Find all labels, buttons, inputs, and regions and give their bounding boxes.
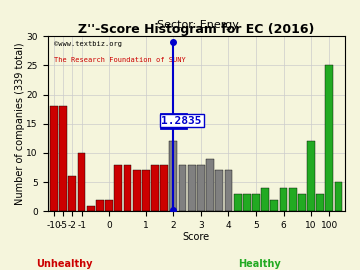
Bar [170,141,177,211]
Bar [325,65,333,211]
Bar [179,165,186,211]
Bar [234,194,242,211]
Bar [270,200,278,211]
Text: 1.2835: 1.2835 [161,116,202,126]
Bar [114,165,122,211]
Bar [197,165,205,211]
Text: The Research Foundation of SUNY: The Research Foundation of SUNY [54,57,185,63]
Bar [96,200,104,211]
Bar [280,188,287,211]
Bar [123,165,131,211]
Bar [307,141,315,211]
Bar [335,182,342,211]
Bar [142,170,150,211]
Text: Healthy: Healthy [238,259,280,269]
Text: Sector: Energy: Sector: Energy [157,20,239,30]
Bar [298,194,306,211]
Bar [87,205,95,211]
Bar [105,200,113,211]
X-axis label: Score: Score [183,231,210,241]
Bar [160,165,168,211]
Bar [68,176,76,211]
Bar [261,188,269,211]
Bar [133,170,140,211]
Bar [188,165,195,211]
Bar [289,188,297,211]
Title: Z''-Score Histogram for EC (2016): Z''-Score Histogram for EC (2016) [78,23,315,36]
Bar [243,194,251,211]
Bar [50,106,58,211]
Text: Unhealthy: Unhealthy [37,259,93,269]
Y-axis label: Number of companies (339 total): Number of companies (339 total) [15,42,25,205]
Bar [215,170,223,211]
Text: ©www.textbiz.org: ©www.textbiz.org [54,41,122,47]
Bar [59,106,67,211]
Bar [252,194,260,211]
Bar [225,170,232,211]
Bar [206,159,214,211]
Bar [151,165,159,211]
Bar [78,153,85,211]
Bar [316,194,324,211]
